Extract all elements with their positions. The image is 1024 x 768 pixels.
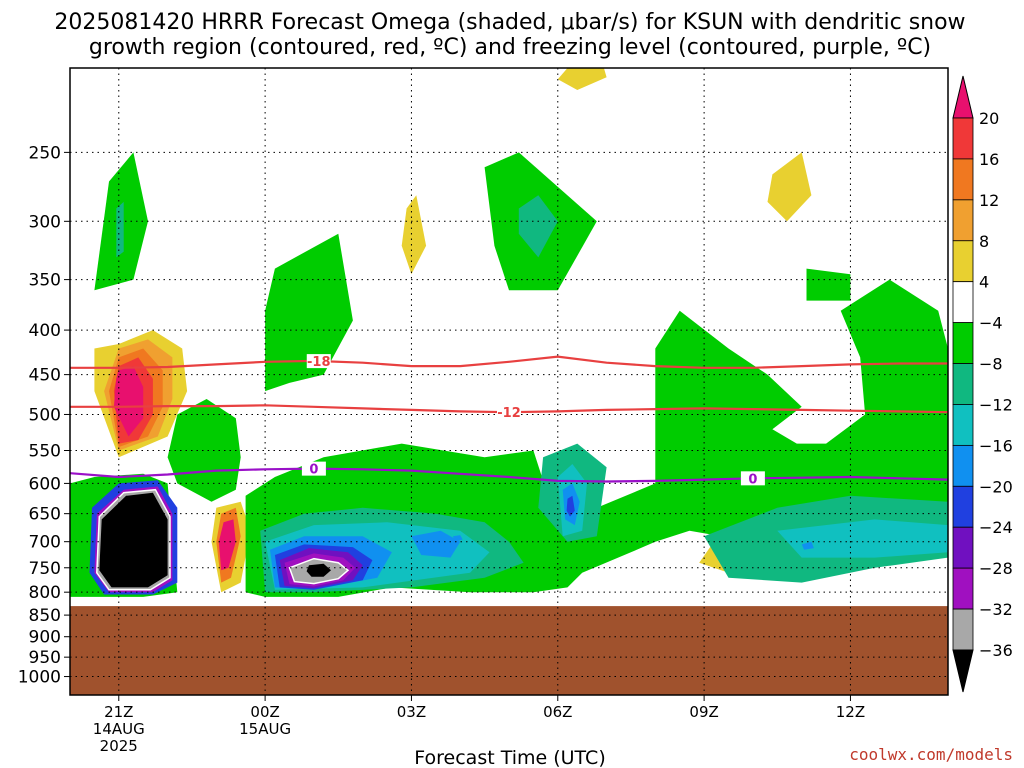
colorbar-segment — [952, 158, 974, 201]
colorbar-segment — [952, 281, 974, 324]
omega-region-8 — [557, 68, 607, 90]
credit-text[interactable]: coolwx.com/models — [849, 745, 1013, 764]
snow-growth-contour-0: -18 — [70, 354, 948, 370]
y-tick-label: 300 — [29, 212, 61, 232]
y-tick-label: 500 — [29, 405, 61, 425]
snow-growth-contour-label-bg — [497, 405, 521, 420]
freezing-contour-label-bg — [740, 471, 765, 486]
colorbar-segment — [952, 117, 974, 160]
ground-below-surface — [70, 606, 948, 695]
colorbar-bottom-arrow — [952, 649, 974, 693]
omega-region-37 — [306, 563, 331, 577]
colorbar-segment — [952, 608, 974, 651]
omega-region-31 — [411, 530, 461, 558]
y-tick-label: 400 — [29, 321, 61, 341]
omega-region-4 — [113, 366, 144, 437]
snow-growth-contour-label: -12 — [497, 406, 521, 421]
plot-frame — [69, 67, 949, 696]
omega-region-29 — [777, 519, 948, 558]
omega-region-44 — [99, 492, 168, 588]
x-tick-label: 00Z — [250, 703, 279, 721]
plot-area: -18 -12 0 0 — [69, 67, 949, 696]
x-axis-label: Forecast Time (UTC) — [414, 747, 605, 768]
colorbar-tick-label: 4 — [979, 273, 989, 292]
omega-region-23 — [806, 268, 851, 301]
y-tick-label: 450 — [29, 366, 61, 386]
colorbar-top-arrow — [952, 75, 974, 119]
chart-title-line2: growth region (contoured, red, ºC) and f… — [89, 35, 931, 60]
colorbar-segment — [952, 567, 974, 610]
colorbar-tick-label: −4 — [979, 314, 1003, 333]
colorbar-segment — [952, 363, 974, 405]
freezing-contour-label-bg — [301, 461, 326, 476]
y-tick-label: 700 — [29, 533, 61, 553]
colorbar-segment — [952, 404, 974, 446]
y-tick-label: 350 — [29, 271, 61, 291]
colorbar-segment — [952, 526, 974, 569]
freezing-contour-label: 0 — [309, 463, 318, 478]
colorbar-tick-label: −8 — [979, 355, 1003, 374]
colorbar-segment — [952, 444, 974, 487]
omega-region-7 — [218, 519, 236, 571]
omega-region-40 — [801, 541, 814, 550]
y-tick-label: 250 — [29, 143, 61, 163]
y-tick-label: 800 — [29, 583, 61, 603]
colorbar-tick-label: 12 — [979, 191, 999, 210]
freezing-contour-1: 0 — [740, 471, 765, 487]
x-tick-label: 15AUG — [239, 720, 291, 738]
x-tick-label: 09Z — [689, 703, 718, 721]
y-tick-label: 900 — [29, 628, 61, 648]
x-tick-label: 21Z — [104, 703, 133, 721]
colorbar-tick-label: 16 — [979, 150, 999, 169]
x-tick-label: 14AUG — [93, 720, 145, 738]
y-tick-label: 650 — [29, 505, 61, 525]
y-tick-label: 550 — [29, 442, 61, 462]
omega-region-39 — [566, 495, 575, 517]
colorbar-tick-label: 8 — [979, 232, 989, 251]
snow-growth-contour-label: -18 — [307, 355, 331, 370]
y-tick-label: 600 — [29, 474, 61, 494]
y-tick-label: 1000 — [18, 668, 61, 688]
y-tick-label: 850 — [29, 606, 61, 626]
colorbar-segment — [952, 240, 974, 283]
omega-region-9 — [401, 195, 427, 275]
colorbar-tick-label: −32 — [979, 600, 1013, 619]
y-axis-ticks: 2503003504004505005506006507007508008509… — [18, 143, 70, 688]
colorbar: 20 16 12 8 4 −4 −8 −12 −16 −20 −24 −28 −32 −36 — [952, 75, 1013, 693]
colorbar-tick-label: −36 — [979, 641, 1013, 660]
colorbar-segment — [952, 199, 974, 242]
snow-growth-contour-label-bg — [306, 354, 331, 369]
colorbar-tick-label: 20 — [979, 109, 999, 128]
grid-lines — [70, 68, 948, 695]
snow-growth-contour-line — [70, 355, 948, 369]
x-tick-label: 12Z — [836, 703, 865, 721]
x-tick-label: 2025 — [100, 737, 138, 755]
colorbar-tick-label: −28 — [979, 559, 1013, 578]
freezing-contour-label: 0 — [748, 472, 757, 487]
colorbar-tick-label: −16 — [979, 436, 1013, 455]
contour-lines: -18 -12 0 0 — [70, 354, 948, 487]
colorbar-tick-label: −12 — [979, 395, 1013, 414]
chart-title-line1: 2025081420 HRRR Forecast Omega (shaded, … — [54, 10, 965, 35]
omega-region-38 — [452, 535, 463, 542]
snow-growth-contour-1: -12 — [70, 404, 948, 421]
x-tick-label: 03Z — [397, 703, 426, 721]
omega-region-10 — [767, 152, 812, 222]
freezing-contour-line — [70, 467, 948, 483]
x-tick-label: 06Z — [543, 703, 572, 721]
colorbar-tick-label: −24 — [979, 518, 1013, 537]
colorbar-segment — [952, 322, 974, 364]
omega-region-20 — [167, 399, 241, 502]
omega-region-16 — [116, 201, 124, 258]
colorbar-segment — [952, 485, 974, 528]
omega-region-17 — [265, 233, 353, 392]
colorbar-tick-label: −20 — [979, 477, 1013, 496]
y-tick-label: 750 — [29, 559, 61, 579]
omega-region-19 — [518, 195, 558, 258]
freezing-contour-0: 0 — [70, 461, 948, 483]
y-tick-label: 950 — [29, 648, 61, 668]
